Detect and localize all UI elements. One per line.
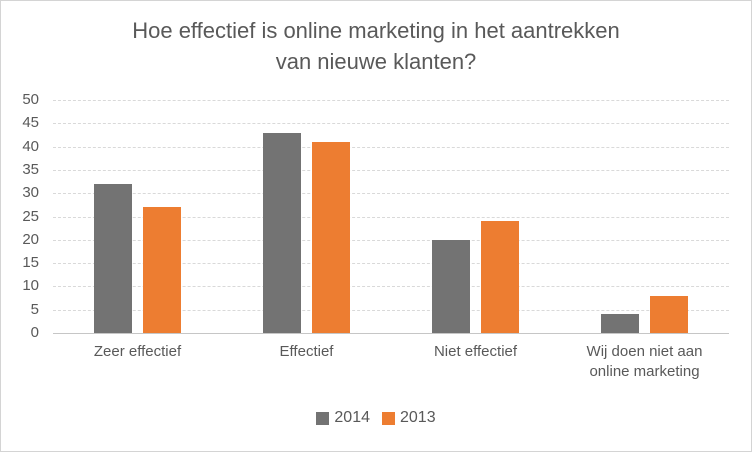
x-category-label: Niet effectief: [433, 343, 518, 360]
x-category-label: Effectief: [279, 343, 334, 360]
bar-2013-category-4: [650, 295, 688, 333]
gridline: [53, 169, 729, 171]
gridline: [53, 100, 729, 101]
chart-title-line: van nieuwe klanten?: [275, 49, 477, 74]
y-tick-label: 50: [22, 91, 39, 108]
bar-2014-category-2: [263, 132, 301, 333]
y-tick-label: 40: [22, 137, 39, 155]
y-tick-label: 25: [22, 207, 39, 225]
y-tick-label: 15: [22, 254, 39, 272]
bar-2014-category-4: [601, 314, 639, 333]
bar-2013-category-1: [143, 207, 181, 333]
legend-swatch-icon: [316, 411, 330, 425]
x-axis: Zeer effectief Effectief Niet effectief Wij…: [53, 342, 729, 386]
gridline: [53, 146, 729, 148]
chart-title: Hoe effectief is online marketing in het…: [1, 15, 751, 77]
y-tick-label: 20: [22, 230, 39, 248]
bar-2013-category-3: [481, 221, 519, 333]
y-axis: 0 5 10 15 20 25 30 35 40 45 50: [1, 91, 41, 341]
bar-2014-category-3: [432, 239, 470, 333]
bar-2013-category-2: [312, 141, 350, 333]
y-tick-label: 35: [22, 160, 39, 178]
legend-label: 2014: [334, 409, 370, 426]
x-axis-line: [53, 333, 729, 334]
y-tick-label: 0: [30, 324, 39, 341]
y-tick-label: 10: [22, 277, 39, 295]
legend: 2014 2013: [1, 410, 751, 426]
bar-2014-category-1: [94, 183, 132, 333]
x-category-label: Wij doen niet aan online marketing: [586, 343, 703, 380]
y-tick-label: 45: [22, 114, 39, 132]
gridline: [53, 123, 729, 125]
plot-area: [53, 100, 729, 334]
y-tick-label: 5: [30, 300, 39, 318]
gridline: [53, 193, 729, 195]
gridline: [53, 286, 729, 288]
y-tick-label: 30: [22, 184, 39, 202]
gridline: [53, 309, 729, 311]
gridline: [53, 263, 729, 265]
legend-label: 2013: [400, 409, 436, 426]
legend-item-2014: 2014: [316, 410, 370, 426]
gridline: [53, 216, 729, 218]
gridline: [53, 239, 729, 241]
legend-item-2013: 2013: [382, 410, 436, 426]
x-category-label: Zeer effectief: [93, 343, 182, 360]
legend-swatch-icon: [382, 411, 395, 425]
chart-title-line: Hoe effectief is online marketing in het…: [132, 18, 620, 43]
